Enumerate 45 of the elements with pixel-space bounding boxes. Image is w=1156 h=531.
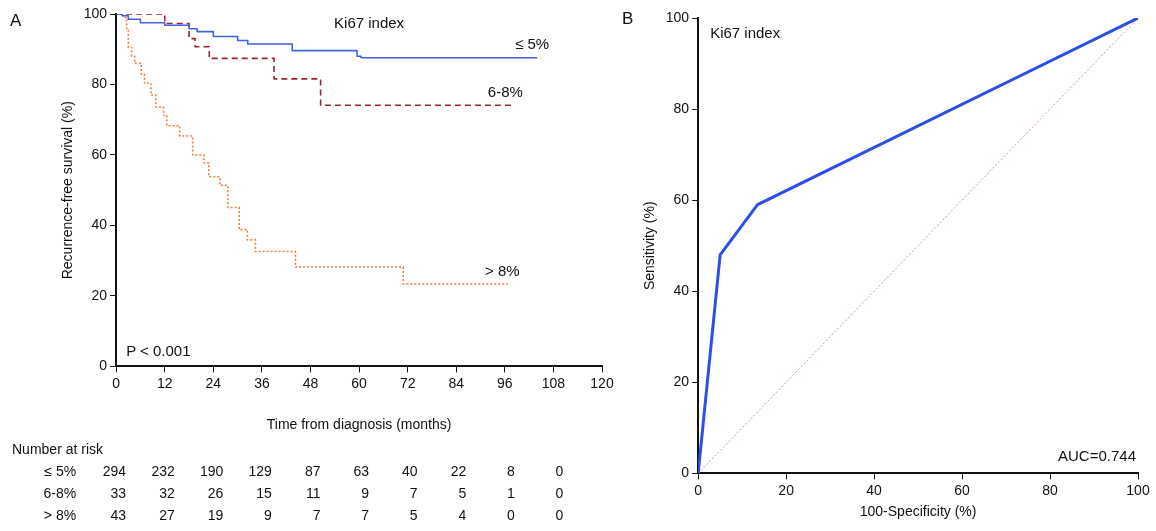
y-tick-label: 100 <box>665 8 690 25</box>
annotation: AUC=0.744 <box>1057 447 1136 466</box>
text: ≤ 5% 294 232 190 129 87 63 40 22 8 0 <box>44 463 564 479</box>
x-tick-label: 72 <box>399 374 416 391</box>
y-axis-title: Sensitivity (%) <box>641 201 658 291</box>
x-tick-label: 120 <box>590 374 614 391</box>
series-label: > 8% <box>485 261 520 279</box>
text: > 8% 43 27 19 9 7 7 5 4 0 0 <box>43 507 564 523</box>
text: Number at risk <box>12 440 104 458</box>
x-axis-title: 100-Specificity (%) <box>859 503 977 520</box>
y-tick-label: 80 <box>91 75 108 92</box>
series-label: 6-8% <box>487 82 523 100</box>
y-tick-label: 0 <box>681 464 690 481</box>
series-label: ≤ 5% <box>515 35 550 53</box>
x-tick-label: 12 <box>156 374 173 391</box>
x-tick-label: 0 <box>112 374 121 391</box>
x-tick-label: 20 <box>778 481 795 498</box>
x-tick-label: 84 <box>448 374 465 391</box>
y-tick-label: 60 <box>673 191 690 208</box>
x-tick-label: 40 <box>866 481 883 498</box>
y-tick-label: 80 <box>673 99 690 116</box>
text: 6-8% 33 32 26 15 11 9 7 5 1 0 <box>43 485 564 501</box>
chart-title: Ki67 index <box>710 23 781 41</box>
x-tick-label: 24 <box>205 374 222 391</box>
x-tick-label: 60 <box>351 374 368 391</box>
x-tick-label: 80 <box>1042 481 1059 498</box>
x-tick-label: 0 <box>694 481 703 498</box>
y-tick-label: 60 <box>91 145 108 162</box>
y-tick-label: 100 <box>83 4 108 21</box>
x-tick-label: 36 <box>254 374 270 391</box>
x-tick-label: 100 <box>1126 481 1150 498</box>
x-tick-label: 108 <box>541 374 566 391</box>
text: A <box>10 11 22 30</box>
chart-title: Ki67 index <box>334 13 405 31</box>
text: B <box>622 9 634 28</box>
x-tick-label: 60 <box>954 481 971 498</box>
y-tick-label: 40 <box>673 282 690 299</box>
x-axis-title: Time from diagnosis (months) <box>266 416 452 433</box>
x-tick-label: 96 <box>497 374 513 391</box>
y-tick-label: 40 <box>91 216 108 233</box>
y-tick-label: 20 <box>91 286 108 303</box>
y-tick-label: 0 <box>99 357 108 374</box>
x-tick-label: 48 <box>302 374 319 391</box>
annotation: P < 0.001 <box>126 342 191 361</box>
y-axis-title: Recurrence-free survival (%) <box>59 101 76 280</box>
